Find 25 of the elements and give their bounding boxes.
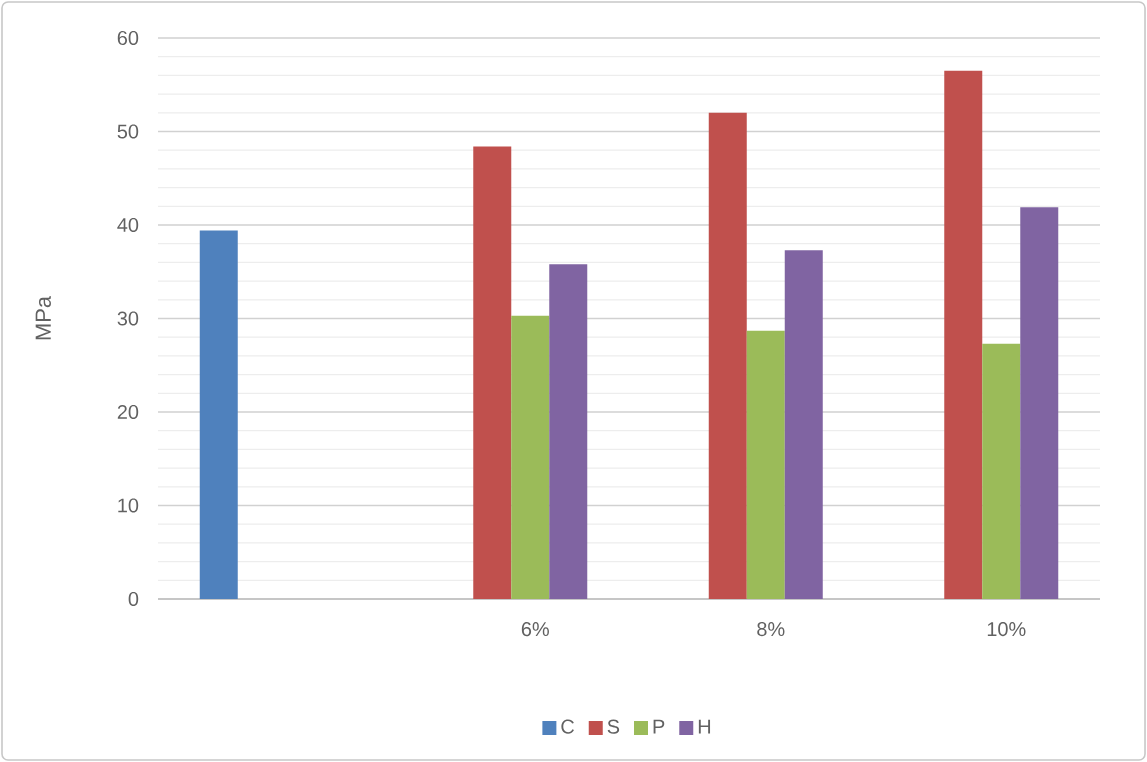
bar <box>1020 207 1059 599</box>
legend-label: C <box>561 719 574 734</box>
y-axis-title: MPa <box>35 295 51 340</box>
bar <box>511 315 550 599</box>
legend-label: P <box>653 719 665 734</box>
y-tick-label: 40 <box>117 217 139 233</box>
x-tick-label: 8% <box>757 622 785 637</box>
y-tick-label: 50 <box>117 124 139 139</box>
bar <box>199 230 238 599</box>
bar <box>549 264 588 599</box>
bar <box>473 146 512 599</box>
legend-label: S <box>607 719 620 734</box>
bar <box>708 112 747 599</box>
y-tick-label: 10 <box>118 498 139 513</box>
bar <box>944 70 983 599</box>
y-tick-label: 0 <box>128 591 139 607</box>
legend-label: H <box>698 719 711 734</box>
x-tick-label: 10% <box>987 622 1026 637</box>
y-tick-label: 30 <box>117 311 139 326</box>
bar <box>982 343 1021 599</box>
y-tick-label: 60 <box>117 30 139 46</box>
x-tick-label: 6% <box>521 622 549 637</box>
bar <box>784 250 823 599</box>
bar <box>746 330 785 599</box>
y-tick-label: 20 <box>117 404 139 420</box>
